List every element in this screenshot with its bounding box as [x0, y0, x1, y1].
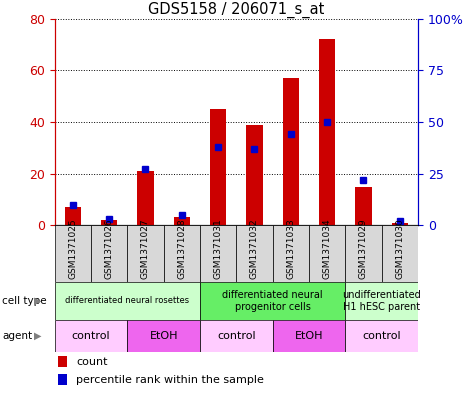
Text: percentile rank within the sample: percentile rank within the sample — [76, 375, 264, 385]
Text: undifferentiated
H1 hESC parent: undifferentiated H1 hESC parent — [342, 290, 421, 312]
Bar — [355, 187, 371, 225]
Bar — [55, 225, 91, 282]
Title: GDS5158 / 206071_s_at: GDS5158 / 206071_s_at — [148, 1, 324, 18]
Bar — [247, 125, 263, 225]
Text: GSM1371031: GSM1371031 — [214, 219, 223, 279]
Text: ▶: ▶ — [34, 296, 42, 306]
Bar — [137, 171, 153, 225]
Bar — [127, 225, 163, 282]
Text: GSM1371030: GSM1371030 — [395, 219, 404, 279]
Bar — [65, 207, 81, 225]
Bar — [174, 217, 190, 225]
Bar — [210, 109, 226, 225]
Bar — [91, 225, 127, 282]
Bar — [55, 282, 200, 320]
Bar — [319, 39, 335, 225]
Text: GSM1371033: GSM1371033 — [286, 219, 295, 279]
Text: EtOH: EtOH — [149, 331, 178, 341]
Text: control: control — [217, 331, 256, 341]
Bar — [200, 282, 345, 320]
Text: ▶: ▶ — [34, 331, 42, 341]
Text: GSM1371027: GSM1371027 — [141, 219, 150, 279]
Bar — [283, 78, 299, 225]
Bar — [345, 320, 418, 352]
Text: cell type: cell type — [2, 296, 47, 306]
Bar — [55, 320, 127, 352]
Text: differentiated neural rosettes: differentiated neural rosettes — [65, 296, 190, 305]
Text: EtOH: EtOH — [294, 331, 323, 341]
Text: GSM1371032: GSM1371032 — [250, 219, 259, 279]
Text: GSM1371034: GSM1371034 — [323, 219, 332, 279]
Bar — [381, 225, 418, 282]
Text: control: control — [72, 331, 110, 341]
Bar — [309, 225, 345, 282]
Bar — [345, 225, 381, 282]
Bar — [345, 282, 418, 320]
Text: GSM1371025: GSM1371025 — [68, 219, 77, 279]
Bar — [273, 320, 345, 352]
Bar — [273, 225, 309, 282]
Text: agent: agent — [2, 331, 32, 341]
Text: control: control — [362, 331, 401, 341]
Text: GSM1371028: GSM1371028 — [177, 219, 186, 279]
Bar — [101, 220, 117, 225]
Text: differentiated neural
progenitor cells: differentiated neural progenitor cells — [222, 290, 323, 312]
Bar — [392, 222, 408, 225]
Bar — [200, 320, 273, 352]
Bar — [58, 374, 67, 385]
Bar — [163, 225, 200, 282]
Bar — [200, 225, 237, 282]
Bar — [127, 320, 200, 352]
Bar — [58, 356, 67, 367]
Bar — [237, 225, 273, 282]
Text: GSM1371026: GSM1371026 — [104, 219, 114, 279]
Text: count: count — [76, 357, 108, 367]
Text: GSM1371029: GSM1371029 — [359, 219, 368, 279]
